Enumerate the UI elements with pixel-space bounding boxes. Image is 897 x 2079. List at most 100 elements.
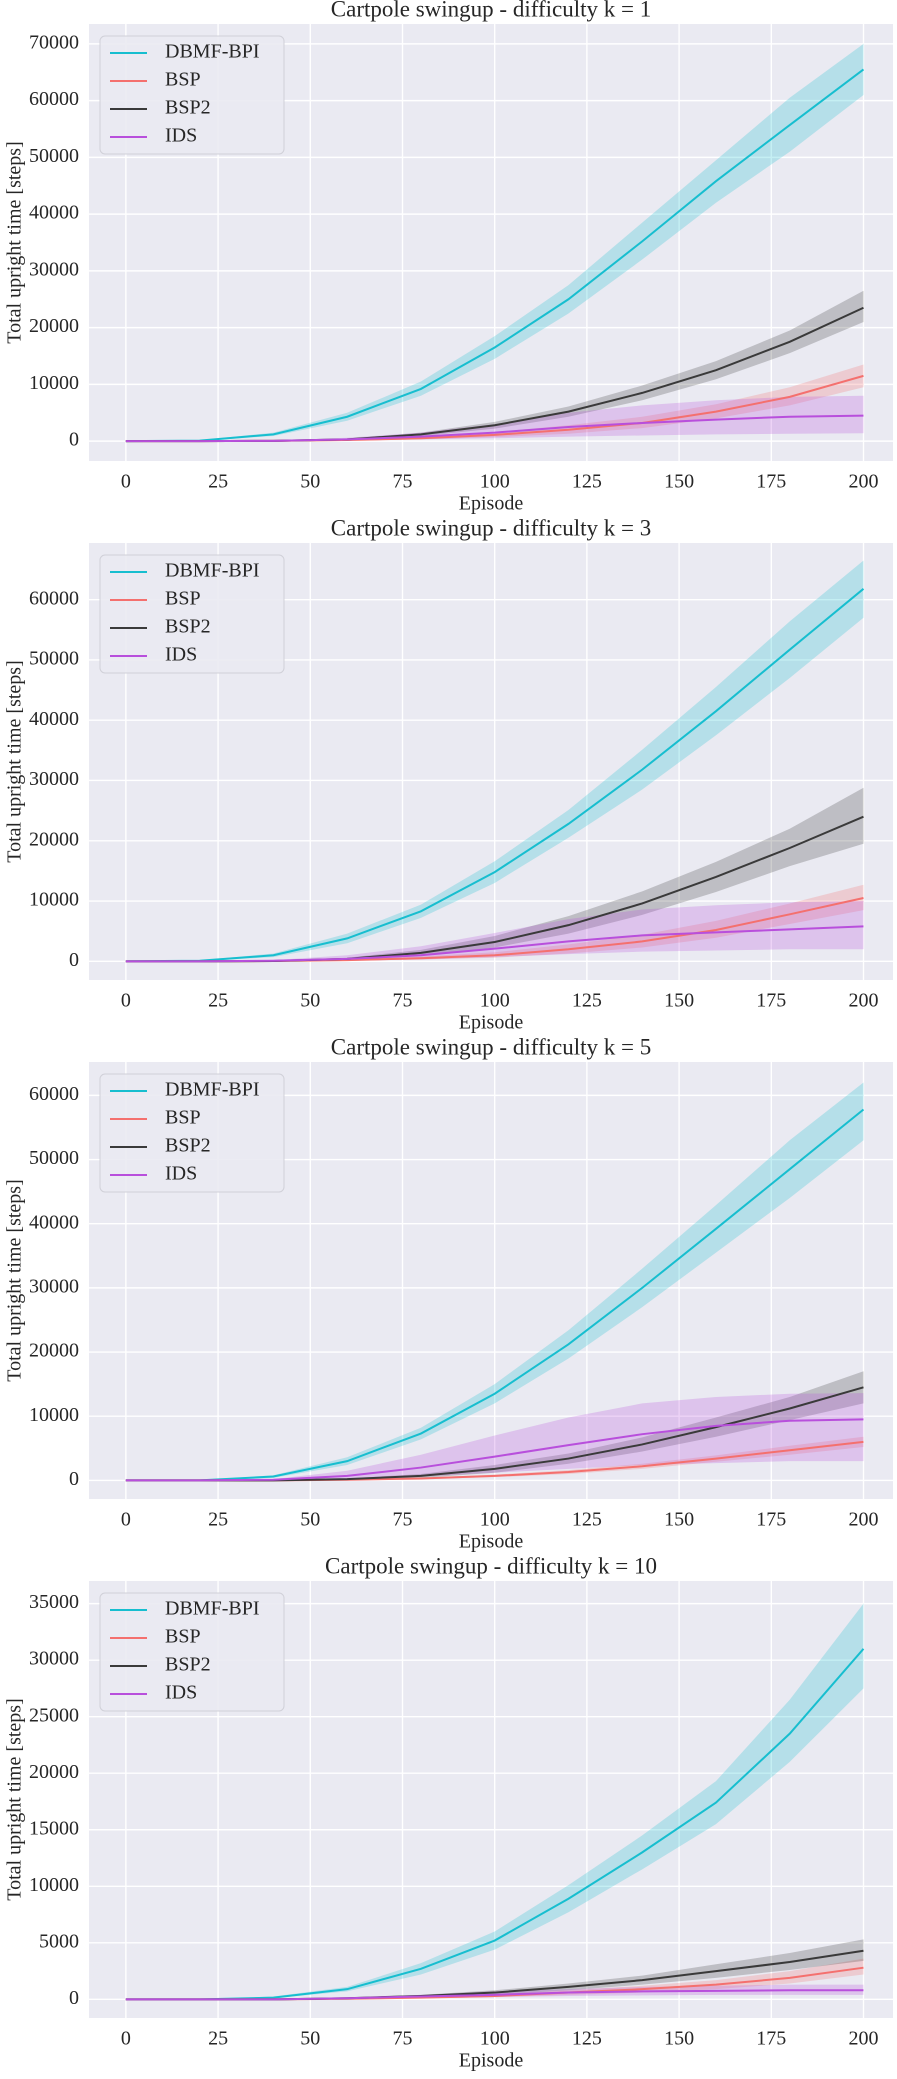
x-axis-label: Episode xyxy=(459,1531,524,1553)
y-tick-label: 20000 xyxy=(29,315,79,337)
x-tick-label: 25 xyxy=(208,2028,228,2050)
legend-box xyxy=(99,1073,285,1193)
x-tick-label: 50 xyxy=(300,990,320,1012)
series-line xyxy=(125,68,865,443)
y-tick-label: 70000 xyxy=(29,31,79,53)
x-tick-label: 150 xyxy=(664,990,694,1012)
confidence-band xyxy=(125,1393,864,1481)
x-tick-label: 200 xyxy=(848,471,878,493)
x-tick-label: 75 xyxy=(392,1509,412,1531)
x-tick-label: 150 xyxy=(664,471,694,493)
x-tick-label: 50 xyxy=(300,1509,320,1531)
confidence-band xyxy=(125,395,864,442)
y-tick-label: 10000 xyxy=(29,1404,79,1426)
y-axis-label: Total upright time [steps] xyxy=(4,141,26,343)
confidence-band xyxy=(125,1939,864,2000)
x-tick-label: 0 xyxy=(121,1509,131,1531)
series-line xyxy=(125,414,864,443)
legend-label: BSP2 xyxy=(165,1135,211,1157)
y-tick-label: 10000 xyxy=(29,889,79,911)
y-axis-label: Total upright time [steps] xyxy=(4,1698,26,1900)
x-tick-label: 125 xyxy=(572,1509,602,1531)
y-tick-label: 50000 xyxy=(29,648,79,670)
y-tick-label: 30000 xyxy=(29,258,79,280)
y-tick-label: 15000 xyxy=(29,1817,79,1839)
legend-label: BSP xyxy=(165,69,201,91)
series-line xyxy=(125,1108,865,1482)
y-tick-label: 30000 xyxy=(29,1275,79,1297)
x-tick-label: 75 xyxy=(392,471,412,493)
confidence-band xyxy=(125,560,864,962)
x-tick-label: 25 xyxy=(208,990,228,1012)
x-tick-label: 150 xyxy=(664,2028,694,2050)
y-tick-label: 20000 xyxy=(29,1761,79,1783)
y-tick-label: 20000 xyxy=(29,1340,79,1362)
y-tick-label: 0 xyxy=(69,949,79,971)
y-tick-label: 60000 xyxy=(29,587,79,609)
chart-panel: Cartpole swingup - difficulty k = 5 0 25 50… xyxy=(4,1034,893,1553)
legend-label: DBMF-BPI xyxy=(165,41,259,63)
chart-title: Cartpole swingup - difficulty k = 5 xyxy=(331,1034,651,1059)
confidence-band xyxy=(125,1082,864,1481)
y-tick-label: 60000 xyxy=(29,88,79,110)
legend-box xyxy=(99,35,285,155)
x-tick-label: 100 xyxy=(480,990,510,1012)
x-tick-label: 125 xyxy=(572,990,602,1012)
x-tick-label: 175 xyxy=(756,990,786,1012)
chart-panel: Cartpole swingup - difficulty k = 10 0 25 5… xyxy=(4,1553,893,2072)
legend-label: BSP2 xyxy=(165,1654,211,1676)
y-tick-label: 30000 xyxy=(29,1648,79,1670)
legend-label: IDS xyxy=(165,1682,197,1704)
y-tick-label: 10000 xyxy=(29,1874,79,1896)
y-tick-label: 50000 xyxy=(29,1147,79,1169)
x-axis-label: Episode xyxy=(459,1012,524,1034)
x-tick-label: 125 xyxy=(572,471,602,493)
y-tick-label: 40000 xyxy=(29,708,79,730)
confidence-band xyxy=(125,290,864,442)
x-axis-label: Episode xyxy=(459,493,524,515)
x-tick-label: 175 xyxy=(756,1509,786,1531)
x-tick-label: 150 xyxy=(664,1509,694,1531)
chart-title: Cartpole swingup - difficulty k = 10 xyxy=(325,1553,657,1578)
confidence-band xyxy=(125,1958,864,2000)
legend-box xyxy=(99,554,285,674)
x-tick-label: 50 xyxy=(300,2028,320,2050)
confidence-band xyxy=(125,901,864,962)
y-tick-label: 40000 xyxy=(29,202,79,224)
legend-label: BSP xyxy=(165,1107,201,1129)
series-line xyxy=(125,1418,864,1482)
x-tick-label: 75 xyxy=(392,990,412,1012)
confidence-band xyxy=(125,787,864,962)
legend-label: DBMF-BPI xyxy=(165,1598,259,1620)
x-axis-label: Episode xyxy=(459,2050,524,2072)
x-tick-label: 75 xyxy=(392,2028,412,2050)
y-tick-label: 20000 xyxy=(29,828,79,850)
legend-label: BSP2 xyxy=(165,97,211,119)
x-tick-label: 175 xyxy=(756,2028,786,2050)
x-tick-label: 125 xyxy=(572,2028,602,2050)
legend-label: BSP2 xyxy=(165,616,211,638)
x-tick-label: 0 xyxy=(121,990,131,1012)
x-tick-label: 200 xyxy=(848,990,878,1012)
y-tick-label: 40000 xyxy=(29,1211,79,1233)
y-tick-label: 0 xyxy=(69,1987,79,2009)
series-line xyxy=(125,1989,864,2001)
chart-title: Cartpole swingup - difficulty k = 1 xyxy=(331,0,651,21)
y-tick-label: 35000 xyxy=(29,1591,79,1613)
x-tick-label: 0 xyxy=(121,2028,131,2050)
y-tick-label: 5000 xyxy=(39,1930,79,1952)
x-tick-label: 200 xyxy=(848,2028,878,2050)
y-tick-label: 60000 xyxy=(29,1083,79,1105)
y-tick-label: 0 xyxy=(69,429,79,451)
x-tick-label: 0 xyxy=(121,471,131,493)
y-axis-label: Total upright time [steps] xyxy=(4,660,26,862)
x-tick-label: 100 xyxy=(480,2028,510,2050)
y-axis-label: Total upright time [steps] xyxy=(4,1179,26,1381)
series-line xyxy=(125,1648,865,2001)
x-tick-label: 200 xyxy=(848,1509,878,1531)
legend-label: IDS xyxy=(165,125,197,147)
y-tick-label: 50000 xyxy=(29,145,79,167)
y-tick-label: 25000 xyxy=(29,1704,79,1726)
legend-label: IDS xyxy=(165,644,197,666)
x-tick-label: 50 xyxy=(300,471,320,493)
